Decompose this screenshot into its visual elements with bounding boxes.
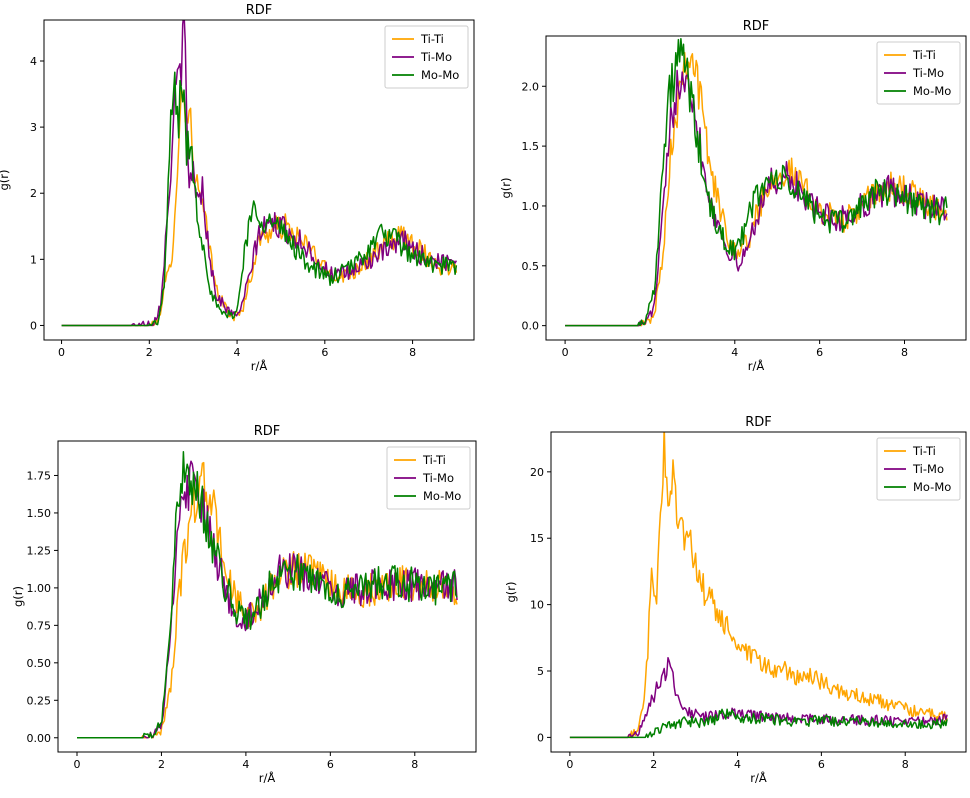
legend-label-mo-mo: Mo-Mo bbox=[421, 68, 459, 82]
legend-label-ti-ti: Ti-Ti bbox=[912, 444, 936, 458]
series-line-ti-ti bbox=[61, 88, 458, 327]
legend: Ti-Ti Ti-Mo Mo-Mo bbox=[876, 41, 961, 105]
series-line-mo-mo bbox=[565, 37, 948, 327]
legend-box bbox=[384, 25, 469, 89]
x-tick-label: 4 bbox=[731, 346, 738, 359]
x-tick-label: 0 bbox=[566, 758, 573, 771]
y-tick-label: 1.25 bbox=[27, 544, 52, 557]
x-tick-label: 4 bbox=[234, 346, 241, 359]
x-axis-label: r/Å bbox=[750, 770, 767, 785]
legend-label-mo-mo: Mo-Mo bbox=[423, 489, 461, 503]
x-tick-label: 0 bbox=[58, 346, 65, 359]
x-tick-label: 2 bbox=[158, 758, 165, 771]
x-tick-label: 2 bbox=[646, 346, 653, 359]
chart-panel-4: 0 2 4 6 8 0 5 10 15 20 RDF r/Å g(r) Ti-Ti Ti-Mo Mo-Mo bbox=[504, 415, 967, 785]
y-tick-label: 3 bbox=[30, 121, 37, 134]
y-tick-label: 20 bbox=[530, 466, 544, 479]
x-tick-label: 2 bbox=[650, 758, 657, 771]
x-tick-label: 6 bbox=[818, 758, 825, 771]
x-tick-label: 8 bbox=[411, 758, 418, 771]
legend-box bbox=[386, 446, 471, 510]
legend-label-ti-mo: Ti-Mo bbox=[422, 471, 454, 485]
legend: Ti-Ti Ti-Mo Mo-Mo bbox=[876, 437, 961, 501]
x-tick-label: 4 bbox=[242, 758, 249, 771]
y-tick-label: 1.50 bbox=[27, 507, 52, 520]
x-tick-label: 6 bbox=[321, 346, 328, 359]
y-axis-label: g(r) bbox=[11, 586, 25, 607]
legend-box bbox=[876, 41, 961, 105]
y-tick-label: 1.75 bbox=[27, 469, 52, 482]
chart-title: RDF bbox=[254, 424, 281, 439]
chart-title: RDF bbox=[743, 19, 770, 34]
y-tick-label: 15 bbox=[530, 532, 544, 545]
series-line-ti-mo bbox=[569, 657, 948, 739]
series-line-mo-mo bbox=[77, 451, 458, 739]
x-tick-label: 4 bbox=[734, 758, 741, 771]
y-tick-label: 0.25 bbox=[27, 694, 52, 707]
y-tick-label: 1.00 bbox=[27, 582, 52, 595]
x-axis-label: r/Å bbox=[259, 770, 276, 785]
y-tick-label: 0.00 bbox=[27, 732, 52, 745]
x-tick-label: 8 bbox=[902, 758, 909, 771]
series-line-mo-mo bbox=[569, 708, 948, 739]
chart-panel-1: 0 2 4 6 8 0 1 2 3 4 RDF r/Å g(r) Ti-Ti Ti-Mo Mo-Mo bbox=[0, 3, 475, 373]
y-tick-label: 2 bbox=[30, 187, 37, 200]
x-tick-label: 0 bbox=[74, 758, 81, 771]
y-axis-label: g(r) bbox=[0, 169, 11, 190]
plot-frame bbox=[545, 35, 967, 341]
legend-label-ti-ti: Ti-Ti bbox=[912, 48, 936, 62]
legend-label-mo-mo: Mo-Mo bbox=[913, 480, 951, 494]
y-tick-label: 0.5 bbox=[522, 260, 540, 273]
y-tick-label: 10 bbox=[530, 599, 544, 612]
series-line-mo-mo bbox=[61, 71, 458, 327]
y-axis-label: g(r) bbox=[499, 177, 513, 198]
legend-label-ti-ti: Ti-Ti bbox=[422, 453, 446, 467]
plot-frame bbox=[550, 431, 967, 753]
plot-frame bbox=[57, 440, 477, 753]
y-tick-label: 1 bbox=[30, 253, 37, 266]
legend-label-ti-mo: Ti-Mo bbox=[912, 462, 944, 476]
legend-label-ti-mo: Ti-Mo bbox=[420, 50, 452, 64]
y-tick-label: 0.0 bbox=[522, 320, 540, 333]
y-tick-label: 0 bbox=[30, 319, 37, 332]
chart-title: RDF bbox=[246, 3, 273, 18]
legend-box bbox=[876, 437, 961, 501]
x-axis-label: r/Å bbox=[748, 358, 765, 373]
y-tick-label: 0 bbox=[537, 731, 544, 744]
x-tick-label: 2 bbox=[146, 346, 153, 359]
x-tick-label: 8 bbox=[901, 346, 908, 359]
y-tick-label: 1.5 bbox=[522, 140, 540, 153]
y-tick-label: 5 bbox=[537, 665, 544, 678]
plot-frame bbox=[43, 19, 475, 341]
x-tick-label: 6 bbox=[816, 346, 823, 359]
x-tick-label: 0 bbox=[562, 346, 569, 359]
legend: Ti-Ti Ti-Mo Mo-Mo bbox=[384, 25, 469, 89]
legend-label-ti-ti: Ti-Ti bbox=[420, 32, 444, 46]
y-tick-label: 1.0 bbox=[522, 200, 540, 213]
x-tick-label: 6 bbox=[327, 758, 334, 771]
legend-label-mo-mo: Mo-Mo bbox=[913, 84, 951, 98]
y-tick-label: 4 bbox=[30, 55, 37, 68]
y-axis-label: g(r) bbox=[504, 581, 518, 602]
legend: Ti-Ti Ti-Mo Mo-Mo bbox=[386, 446, 471, 510]
x-tick-label: 8 bbox=[409, 346, 416, 359]
legend-label-ti-mo: Ti-Mo bbox=[912, 66, 944, 80]
chart-panel-2: 0 2 4 6 8 0.0 0.5 1.0 1.5 2.0 RDF r/Å g(r) Ti-Ti Ti-Mo… bbox=[499, 19, 967, 373]
y-tick-label: 0.50 bbox=[27, 657, 52, 670]
chart-title: RDF bbox=[745, 415, 772, 430]
y-tick-label: 2.0 bbox=[522, 80, 540, 93]
x-axis-label: r/Å bbox=[251, 358, 268, 373]
y-tick-label: 0.75 bbox=[27, 619, 52, 632]
chart-panel-3: 0 2 4 6 8 0.00 0.25 0.50 0.75 1.00 1.25 1.50 1.75 RDF… bbox=[11, 424, 477, 785]
